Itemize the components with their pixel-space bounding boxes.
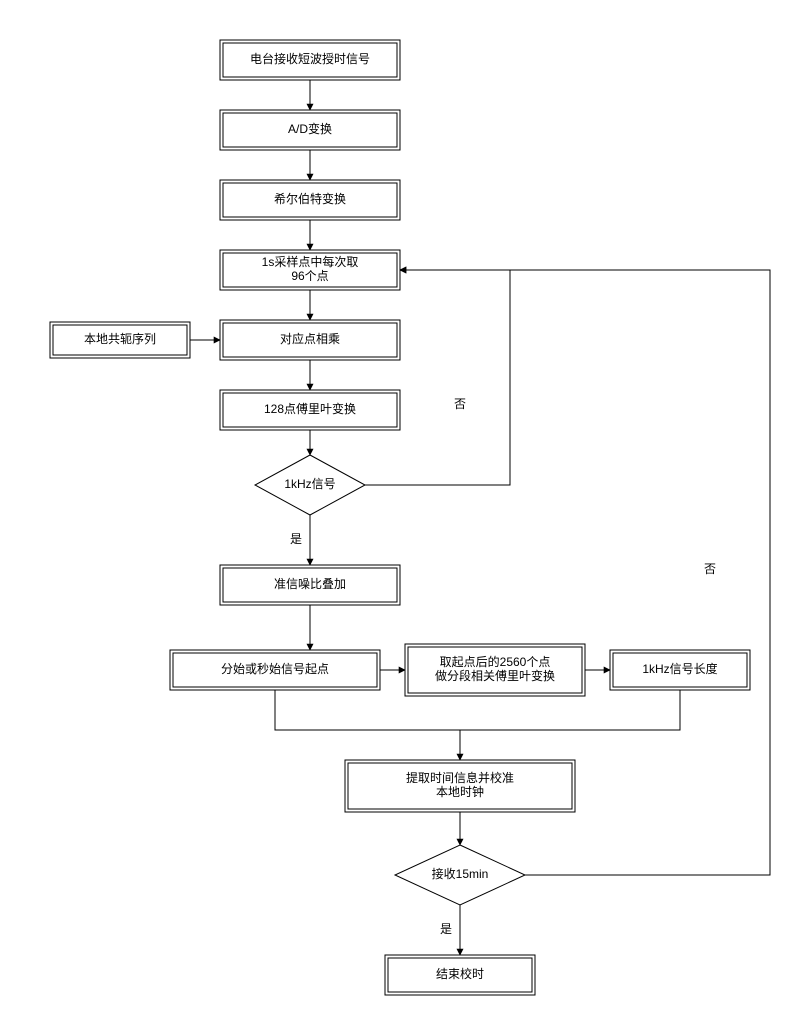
flow-node-label-n1: 电台接收短波授时信号 [250,51,370,66]
flow-edge-8 [365,270,510,485]
flow-node-label-n8: 分始或秒始信号起点 [221,662,329,676]
flow-node-label-n5: 对应点相乘 [280,331,340,346]
flow-node-label-n11-0: 提取时间信息并校准 [406,770,514,785]
flow-edge-label-8: 否 [454,397,466,411]
flow-edge-label-15: 是 [440,922,452,936]
flow-node-label-n10: 1kHz信号长度 [642,661,717,676]
flow-node-label-n9-0: 取起点后的2560个点 [440,654,551,669]
flow-node-label-n6: 128点傅里叶变换 [264,401,356,416]
flow-node-label-n2: A/D变换 [288,121,332,136]
flow-node-label-n7: 准信噪比叠加 [274,577,346,591]
flow-edge-label-7: 是 [290,532,302,546]
flow-node-label-n11-1: 本地时钟 [436,784,484,799]
flow-node-label-n4-1: 96个点 [291,269,328,283]
flow-node-label-nside: 本地共轭序列 [84,331,156,346]
flow-node-label-n3: 希尔伯特变换 [274,191,346,206]
flow-edge-label-16: 否 [704,562,716,576]
flow-decision-label-d2: 接收15min [432,866,489,881]
flow-node-label-n9-1: 做分段相关傅里叶变换 [435,668,555,683]
flow-node-label-n12: 结束校时 [436,966,484,981]
flow-decision-label-d1: 1kHz信号 [284,477,335,491]
flow-node-label-n4-0: 1s采样点中每次取 [262,254,359,269]
